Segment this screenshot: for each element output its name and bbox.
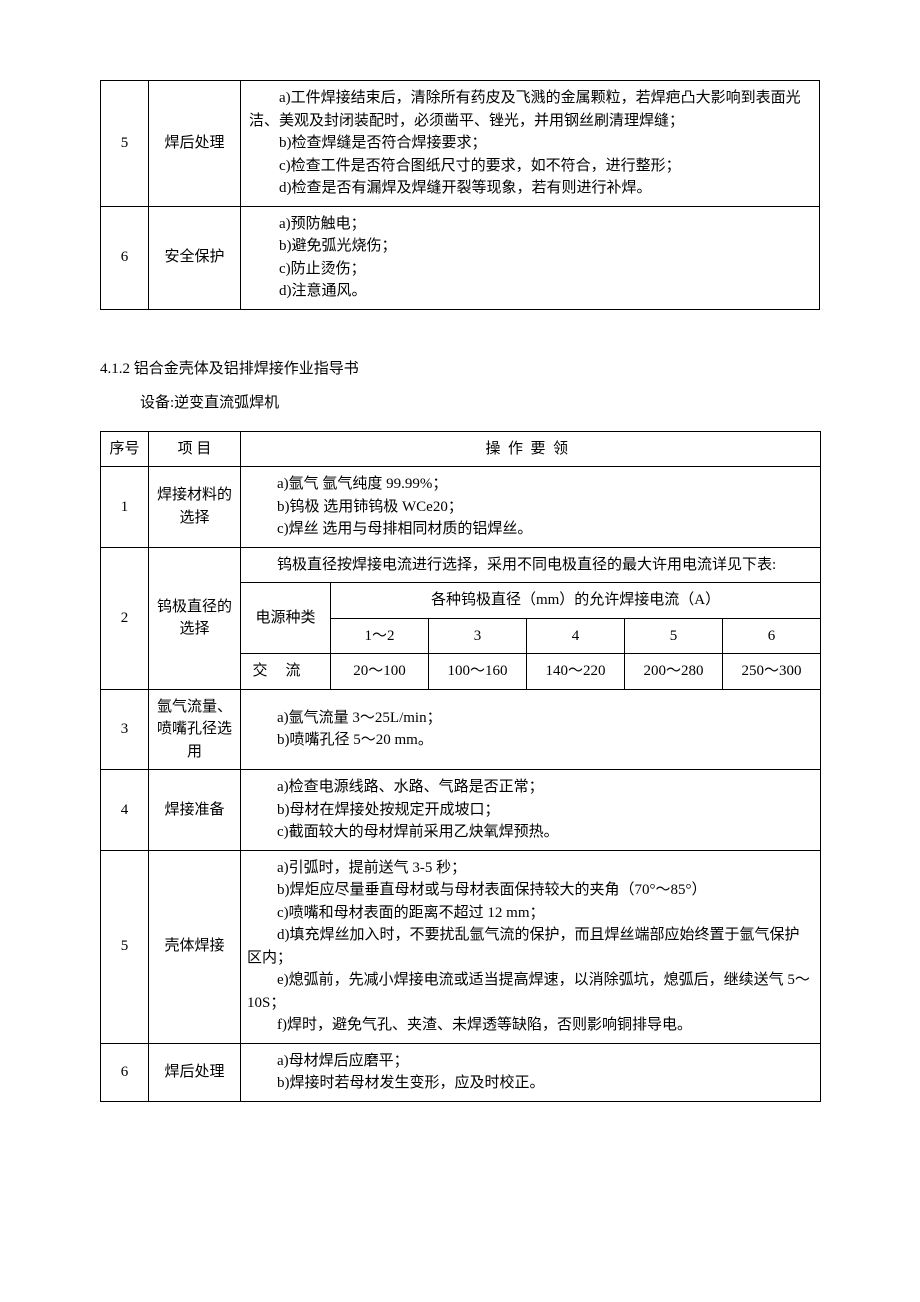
content-line: a)母材焊后应磨平； <box>247 1050 814 1073</box>
row-num: 6 <box>101 206 149 309</box>
table-row: 5 壳体焊接 a)引弧时，提前送气 3-5 秒； b)焊炬应尽量垂直母材或与母材… <box>101 850 821 1043</box>
row-content: a)氩气 氩气纯度 99.99%； b)钨极 选用铈钨极 WCe20； c)焊丝… <box>241 467 821 548</box>
row-num: 1 <box>101 467 149 548</box>
content-line: b)母材在焊接处按规定开成坡口； <box>247 799 814 822</box>
table-row: 3 氩气流量、喷嘴孔径选用 a)氩气流量 3～25L/min； b)喷嘴孔径 5… <box>101 689 821 770</box>
content-line: d)检查是否有漏焊及焊缝开裂等现象，若有则进行补焊。 <box>249 177 811 200</box>
diam-col: 1～2 <box>331 618 429 654</box>
header-content: 操作要领 <box>241 431 821 467</box>
diameter-caption: 各种钨极直径（mm）的允许焊接电流（A） <box>331 583 821 619</box>
content-line: d)填充焊丝加入时，不要扰乱氩气流的保护，而且焊丝端部应始终置于氩气保护区内； <box>247 924 814 969</box>
current-val: 100～160 <box>429 654 527 690</box>
content-line: b)检查焊缝是否符合焊接要求； <box>249 132 811 155</box>
content-line: b)焊接时若母材发生变形，应及时校正。 <box>247 1072 814 1095</box>
row-item: 氩气流量、喷嘴孔径选用 <box>149 689 241 770</box>
content-line: b)喷嘴孔径 5～20 mm。 <box>247 729 814 752</box>
table-row: 5 焊后处理 a)工件焊接结束后，清除所有药皮及飞溅的金属颗粒，若焊疤凸大影响到… <box>101 81 820 207</box>
table-post-weld-safety: 5 焊后处理 a)工件焊接结束后，清除所有药皮及飞溅的金属颗粒，若焊疤凸大影响到… <box>100 80 820 310</box>
power-type: 交流 <box>241 654 331 690</box>
row-content: a)工件焊接结束后，清除所有药皮及飞溅的金属颗粒，若焊疤凸大影响到表面光洁、美观… <box>241 81 820 207</box>
header-item: 项 目 <box>149 431 241 467</box>
row-item: 焊接准备 <box>149 770 241 851</box>
row-intro: 钨极直径按焊接电流进行选择，采用不同电极直径的最大许用电流详见下表: <box>241 547 821 583</box>
row-content: a)引弧时，提前送气 3-5 秒； b)焊炬应尽量垂直母材或与母材表面保持较大的… <box>241 850 821 1043</box>
content-line: c)截面较大的母材焊前采用乙炔氧焊预热。 <box>247 821 814 844</box>
row-item: 安全保护 <box>149 206 241 309</box>
table-row: 6 焊后处理 a)母材焊后应磨平； b)焊接时若母材发生变形，应及时校正。 <box>101 1043 821 1101</box>
current-val: 250～300 <box>723 654 821 690</box>
row-num: 6 <box>101 1043 149 1101</box>
content-line: c)防止烫伤； <box>249 258 811 281</box>
current-val: 140～220 <box>527 654 625 690</box>
content-line: 钨极直径按焊接电流进行选择，采用不同电极直径的最大许用电流详见下表: <box>247 554 814 577</box>
row-content: a)母材焊后应磨平； b)焊接时若母材发生变形，应及时校正。 <box>241 1043 821 1101</box>
power-label: 电源种类 <box>241 583 331 654</box>
content-line: a)预防触电； <box>249 213 811 236</box>
header-num: 序号 <box>101 431 149 467</box>
table-row: 2 钨极直径的选择 钨极直径按焊接电流进行选择，采用不同电极直径的最大许用电流详… <box>101 547 821 583</box>
content-line: b)焊炬应尽量垂直母材或与母材表面保持较大的夹角（70°～85°） <box>247 879 814 902</box>
content-line: c)检查工件是否符合图纸尺寸的要求，如不符合，进行整形； <box>249 155 811 178</box>
content-line: a)氩气流量 3～25L/min； <box>247 707 814 730</box>
content-line: f)焊时，避免气孔、夹渣、未焊透等缺陷，否则影响铜排导电。 <box>247 1014 814 1037</box>
row-num: 5 <box>101 81 149 207</box>
diam-col: 4 <box>527 618 625 654</box>
diam-col: 5 <box>625 618 723 654</box>
section-heading: 4.1.2 铝合金壳体及铝排焊接作业指导书 <box>100 358 820 381</box>
row-num: 5 <box>101 850 149 1043</box>
row-content: a)检查电源线路、水路、气路是否正常； b)母材在焊接处按规定开成坡口； c)截… <box>241 770 821 851</box>
content-line: a)工件焊接结束后，清除所有药皮及飞溅的金属颗粒，若焊疤凸大影响到表面光洁、美观… <box>249 87 811 132</box>
content-line: d)注意通风。 <box>249 280 811 303</box>
table-aluminum-welding: 序号 项 目 操作要领 1 焊接材料的选择 a)氩气 氩气纯度 99.99%； … <box>100 431 821 1102</box>
table-row: 6 安全保护 a)预防触电； b)避免弧光烧伤； c)防止烫伤； d)注意通风。 <box>101 206 820 309</box>
section-subheading: 设备:逆变直流弧焊机 <box>140 392 820 415</box>
content-line: a)引弧时，提前送气 3-5 秒； <box>247 857 814 880</box>
content-line: a)检查电源线路、水路、气路是否正常； <box>247 776 814 799</box>
table-header-row: 序号 项 目 操作要领 <box>101 431 821 467</box>
current-val: 200～280 <box>625 654 723 690</box>
current-val: 20～100 <box>331 654 429 690</box>
content-line: c)焊丝 选用与母排相同材质的铝焊丝。 <box>247 518 814 541</box>
row-item: 焊后处理 <box>149 1043 241 1101</box>
row-num: 4 <box>101 770 149 851</box>
row-num: 3 <box>101 689 149 770</box>
row-item: 焊后处理 <box>149 81 241 207</box>
content-line: b)钨极 选用铈钨极 WCe20； <box>247 496 814 519</box>
diam-col: 6 <box>723 618 821 654</box>
row-content: a)预防触电； b)避免弧光烧伤； c)防止烫伤； d)注意通风。 <box>241 206 820 309</box>
row-item: 钨极直径的选择 <box>149 547 241 689</box>
content-line: e)熄弧前，先减小焊接电流或适当提高焊速，以消除弧坑，熄弧后，继续送气 5～10… <box>247 969 814 1014</box>
table-row: 1 焊接材料的选择 a)氩气 氩气纯度 99.99%； b)钨极 选用铈钨极 W… <box>101 467 821 548</box>
content-line: a)氩气 氩气纯度 99.99%； <box>247 473 814 496</box>
diam-col: 3 <box>429 618 527 654</box>
row-content: a)氩气流量 3～25L/min； b)喷嘴孔径 5～20 mm。 <box>241 689 821 770</box>
table-row: 4 焊接准备 a)检查电源线路、水路、气路是否正常； b)母材在焊接处按规定开成… <box>101 770 821 851</box>
row-num: 2 <box>101 547 149 689</box>
row-item: 焊接材料的选择 <box>149 467 241 548</box>
row-item: 壳体焊接 <box>149 850 241 1043</box>
content-line: b)避免弧光烧伤； <box>249 235 811 258</box>
content-line: c)喷嘴和母材表面的距离不超过 12 mm； <box>247 902 814 925</box>
